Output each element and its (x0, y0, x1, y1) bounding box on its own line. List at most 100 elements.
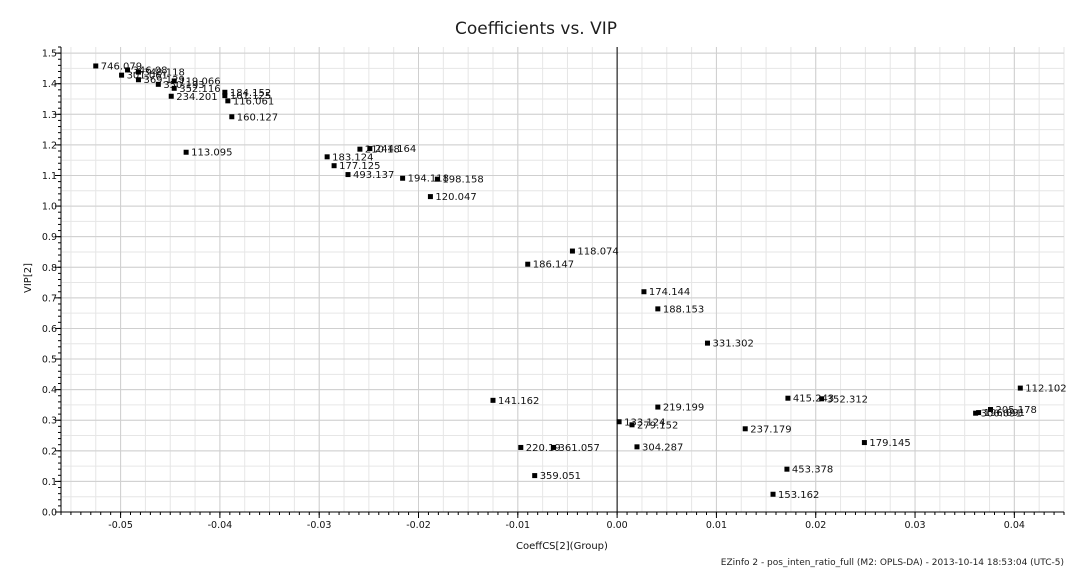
data-point-label: 350.193 (163, 80, 204, 91)
data-point-label: 304.287 (642, 442, 683, 453)
data-point-label: 198.158 (442, 175, 483, 186)
y-tick-label: 0.9 (42, 232, 57, 243)
data-point (861, 440, 867, 446)
data-point (183, 149, 189, 155)
data-point (532, 473, 538, 479)
data-point-label: 346.08 (133, 65, 168, 76)
data-point (616, 419, 622, 425)
data-point-label: 219.199 (663, 403, 704, 414)
data-point (551, 444, 557, 450)
x-tick-label: 0.04 (1004, 520, 1025, 531)
data-point (569, 248, 575, 254)
data-point (655, 404, 661, 410)
data-point-label: 210.18 (365, 145, 400, 156)
data-point (784, 466, 790, 472)
data-point-label: 493.137 (353, 170, 394, 181)
y-tick-label: 1.3 (42, 110, 57, 121)
data-point-label: 453.378 (792, 465, 833, 476)
data-point-label: 348.118 (143, 68, 184, 79)
y-tick-label: 0.4 (42, 385, 57, 396)
data-point (155, 81, 161, 87)
axes (55, 46, 1065, 518)
data-point-label: 205.178 (996, 405, 1037, 416)
y-tick-label: 0.7 (42, 293, 57, 304)
data-point-label: 120.047 (435, 192, 476, 203)
data-point-label: 118.074 (577, 247, 618, 258)
x-tick-label: 0.01 (706, 520, 727, 531)
data-point (345, 172, 351, 178)
data-point (525, 261, 531, 267)
data-point (331, 163, 337, 169)
x-tick-label: -0.02 (406, 520, 431, 531)
data-point (171, 78, 177, 84)
data-point-label: 359.051 (540, 471, 581, 482)
x-tick-label: -0.03 (307, 520, 332, 531)
data-points: 746.079301.061346.08348.118369.129350.19… (93, 61, 1067, 501)
x-axis-label: CoeffCS[2](Group) (516, 541, 608, 552)
y-tick-label: 1.5 (42, 49, 57, 60)
data-point-label: 301.061 (127, 71, 168, 82)
data-point-label: 244.164 (375, 144, 416, 155)
x-tick-label: -0.01 (506, 520, 531, 531)
y-tick-label: 0.1 (42, 477, 57, 488)
data-point (125, 67, 131, 73)
data-point-label: 331.302 (712, 339, 753, 350)
data-point (135, 69, 141, 75)
data-point (434, 176, 440, 182)
data-point (490, 397, 496, 403)
data-point-label: 196.091 (984, 408, 1025, 419)
data-point-label: 116.061 (233, 96, 274, 107)
data-point-label: 300.091 (981, 409, 1022, 420)
x-tick-label: 0.03 (904, 520, 925, 531)
data-point-label: 141.162 (498, 396, 539, 407)
data-point-label: 279.152 (637, 420, 678, 431)
data-point (641, 289, 647, 295)
data-point-label: 174.144 (649, 287, 690, 298)
grid-lines (61, 47, 1065, 513)
data-point-label: 352.116 (179, 84, 220, 95)
data-point-label: 237.179 (750, 424, 791, 435)
y-tick-label: 1.4 (42, 79, 57, 90)
data-point (324, 154, 330, 160)
data-point-label: 234.201 (176, 92, 217, 103)
data-point (171, 85, 177, 91)
y-tick-label: 1.1 (42, 171, 57, 182)
data-point (135, 77, 141, 83)
y-tick-label: 1.0 (42, 202, 57, 213)
data-point-label: 119.066 (179, 76, 220, 87)
data-point-label: 186.147 (533, 260, 574, 271)
y-tick-label: 0.5 (42, 355, 57, 366)
data-point-label: 194.118 (408, 174, 449, 185)
data-point (770, 491, 776, 497)
x-tick-label: 0.02 (805, 520, 826, 531)
data-point-label: 220.19 (526, 443, 561, 454)
x-tick-label: 0.00 (607, 520, 628, 531)
data-point-label: 113.095 (191, 148, 232, 159)
data-point-label: 188.153 (663, 304, 704, 315)
data-point (819, 396, 825, 402)
data-point-label: 112.102 (1025, 384, 1066, 395)
data-point-label: 746.079 (101, 61, 142, 72)
data-point (222, 89, 228, 95)
data-point (629, 422, 635, 428)
data-point (1017, 385, 1023, 391)
data-point-label: 133.124 (624, 417, 665, 428)
data-point (988, 407, 994, 413)
data-point (973, 410, 979, 416)
data-point (168, 93, 174, 99)
x-tick-label: -0.04 (208, 520, 233, 531)
data-point (367, 146, 373, 152)
data-point-label: 177.125 (339, 161, 380, 172)
data-point (427, 194, 433, 200)
data-point (93, 63, 99, 69)
y-tick-label: 0.6 (42, 324, 57, 335)
data-point-label: 369.129 (143, 75, 184, 86)
y-tick-label: 0.8 (42, 263, 57, 274)
data-point (655, 306, 661, 312)
data-point (400, 175, 406, 181)
data-point (229, 114, 235, 120)
x-tick-label: -0.05 (108, 520, 133, 531)
chart-title: Coefficients vs. VIP (454, 19, 617, 39)
data-point-label: 361.057 (559, 443, 600, 454)
